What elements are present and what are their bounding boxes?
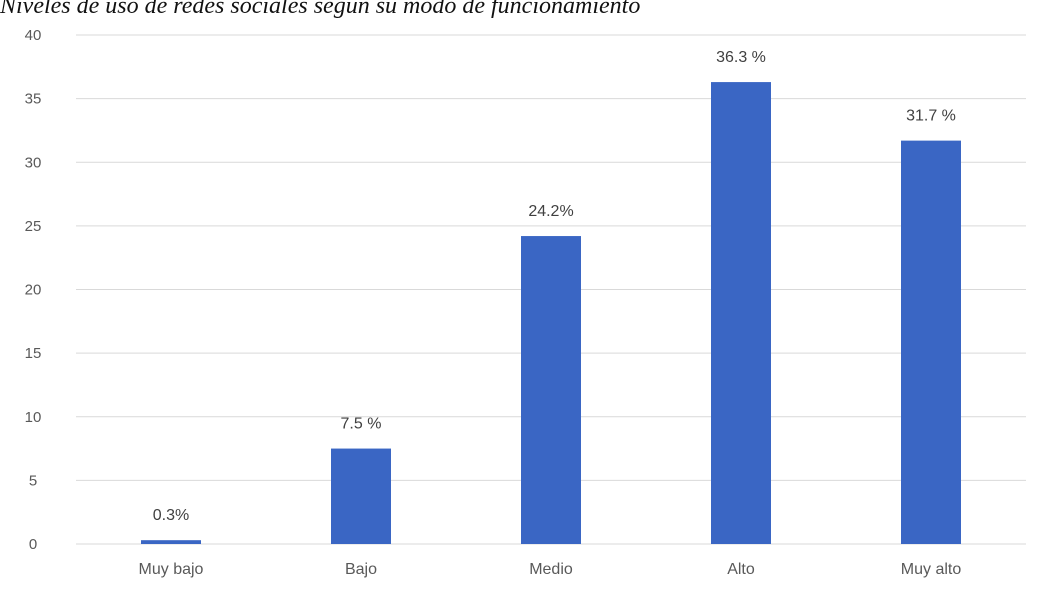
y-tick-label: 35 xyxy=(25,91,42,108)
chart-title: Niveles de uso de redes sociales según s… xyxy=(0,0,641,19)
bar-alto xyxy=(711,82,771,545)
bar-muy-bajo xyxy=(141,540,201,544)
bar-bajo xyxy=(331,448,391,544)
y-tick-label: 20 xyxy=(25,282,42,299)
data-label: 0.3% xyxy=(153,507,189,524)
data-label: 31.7 % xyxy=(906,108,956,125)
bar-medio xyxy=(521,236,581,544)
y-tick-label: 15 xyxy=(25,345,42,362)
bars xyxy=(141,82,961,545)
y-tick-label: 25 xyxy=(25,218,42,235)
x-category-label: Alto xyxy=(727,561,755,578)
data-label: 24.2% xyxy=(528,203,573,220)
bar-chart: 0 5 10 15 20 25 30 35 40 0.3% 7.5 % 24.2% 36.3 % 31.… xyxy=(25,27,1026,578)
y-tick-label: 0 xyxy=(29,536,37,553)
y-tick-label: 40 xyxy=(25,27,42,44)
y-tick-label: 5 xyxy=(29,472,37,489)
x-axis-labels: Muy bajo Bajo Medio Alto Muy alto xyxy=(139,561,962,578)
bar-muy-alto xyxy=(901,140,961,544)
y-tick-label: 10 xyxy=(25,409,42,426)
data-labels: 0.3% 7.5 % 24.2% 36.3 % 31.7 % xyxy=(153,49,956,524)
data-label: 36.3 % xyxy=(716,49,766,66)
y-tick-label: 30 xyxy=(25,154,42,171)
x-category-label: Bajo xyxy=(345,561,377,578)
x-category-label: Medio xyxy=(529,561,573,578)
x-category-label: Muy alto xyxy=(901,561,962,578)
y-axis-ticks: 0 5 10 15 20 25 30 35 40 xyxy=(25,27,42,553)
data-label: 7.5 % xyxy=(341,416,382,433)
x-category-label: Muy bajo xyxy=(139,561,204,578)
